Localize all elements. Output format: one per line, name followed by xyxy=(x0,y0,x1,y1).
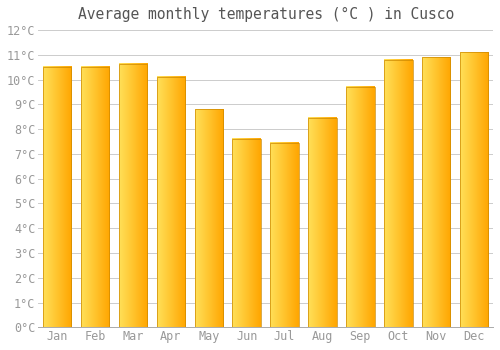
Bar xyxy=(43,67,72,327)
Bar xyxy=(460,52,488,327)
Bar xyxy=(384,60,412,327)
Bar xyxy=(156,77,185,327)
Title: Average monthly temperatures (°C ) in Cusco: Average monthly temperatures (°C ) in Cu… xyxy=(78,7,454,22)
Bar xyxy=(81,67,110,327)
Bar xyxy=(232,139,261,327)
Bar xyxy=(308,118,336,327)
Bar xyxy=(119,63,147,327)
Bar xyxy=(346,87,374,327)
Bar xyxy=(422,57,450,327)
Bar xyxy=(194,109,223,327)
Bar xyxy=(270,143,299,327)
